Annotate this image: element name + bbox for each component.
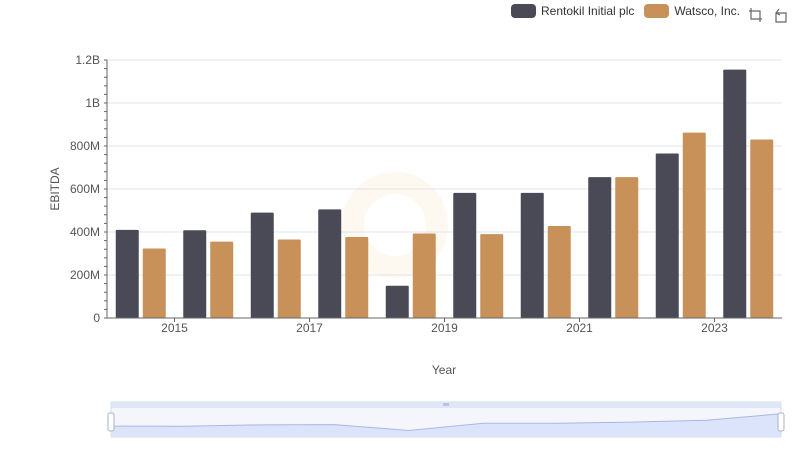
slider-preview-area (111, 413, 781, 437)
watermark-logo (342, 172, 448, 278)
slider-handle-left (107, 412, 115, 432)
x-tick-label: 2019 (431, 321, 458, 335)
slider-handle-right (777, 412, 785, 432)
x-axis-title: Year (432, 363, 456, 377)
bar-watsco-2014 (142, 248, 166, 318)
bar-watsco-2018 (412, 233, 436, 318)
legend-label-rentokil: Rentokil Initial plc (541, 4, 635, 18)
y-tick-label: 200M (70, 268, 100, 282)
y-tick-label: 1.2B (75, 53, 100, 67)
bar-rentokil-2021 (588, 177, 612, 318)
y-tick-label: 1B (85, 96, 100, 110)
x-tick-label: 2023 (701, 321, 728, 335)
restore-icon[interactable] (773, 7, 789, 23)
legend-item-rentokil[interactable]: Rentokil Initial plc (511, 4, 634, 18)
y-tick-label: 800M (70, 139, 100, 153)
x-axis: 2015 2017 2019 2021 2023 (107, 317, 782, 335)
legend: Rentokil Initial plc Watsco, Inc. (511, 4, 750, 18)
bar-watsco-2017 (345, 236, 369, 318)
bar-rentokil-2020 (520, 192, 544, 318)
y-axis-title: EBITDA (48, 167, 62, 210)
bar-watsco-2023 (750, 139, 774, 318)
bar-rentokil-2018 (385, 285, 409, 318)
bar-rentokil-2023 (723, 69, 747, 318)
y-axis: 0 200M 400M 600M 800M 1B 1.2B (70, 53, 108, 325)
slider-center-grip (443, 403, 449, 406)
legend-swatch-rentokil (511, 4, 536, 18)
bar-watsco-2019 (480, 234, 504, 318)
bar-rentokil-2015 (183, 230, 207, 318)
x-tick-label: 2015 (161, 321, 188, 335)
y-tick-label: 0 (93, 311, 100, 325)
x-tick-label: 2017 (296, 321, 323, 335)
legend-swatch-watsco (644, 4, 670, 18)
bars-group (115, 69, 774, 318)
bar-rentokil-2022 (655, 153, 679, 318)
bar-rentokil-2017 (318, 209, 342, 318)
data-zoom-slider[interactable] (107, 401, 785, 438)
bar-rentokil-2019 (453, 192, 477, 318)
y-tick-label: 400M (70, 225, 100, 239)
bar-watsco-2016 (277, 239, 301, 318)
bar-rentokil-2016 (250, 212, 274, 318)
legend-item-watsco[interactable]: Watsco, Inc. (644, 4, 740, 18)
bar-watsco-2022 (682, 132, 706, 318)
legend-label-watsco: Watsco, Inc. (674, 4, 740, 18)
x-tick-label: 2021 (566, 321, 593, 335)
y-tick-label: 600M (70, 182, 100, 196)
zoom-select-icon[interactable] (748, 7, 764, 23)
bar-watsco-2020 (547, 225, 571, 318)
slider-preview-line (110, 413, 782, 432)
bar-watsco-2015 (210, 241, 234, 318)
bar-rentokil-2014 (115, 229, 139, 318)
bar-watsco-2021 (615, 177, 639, 318)
